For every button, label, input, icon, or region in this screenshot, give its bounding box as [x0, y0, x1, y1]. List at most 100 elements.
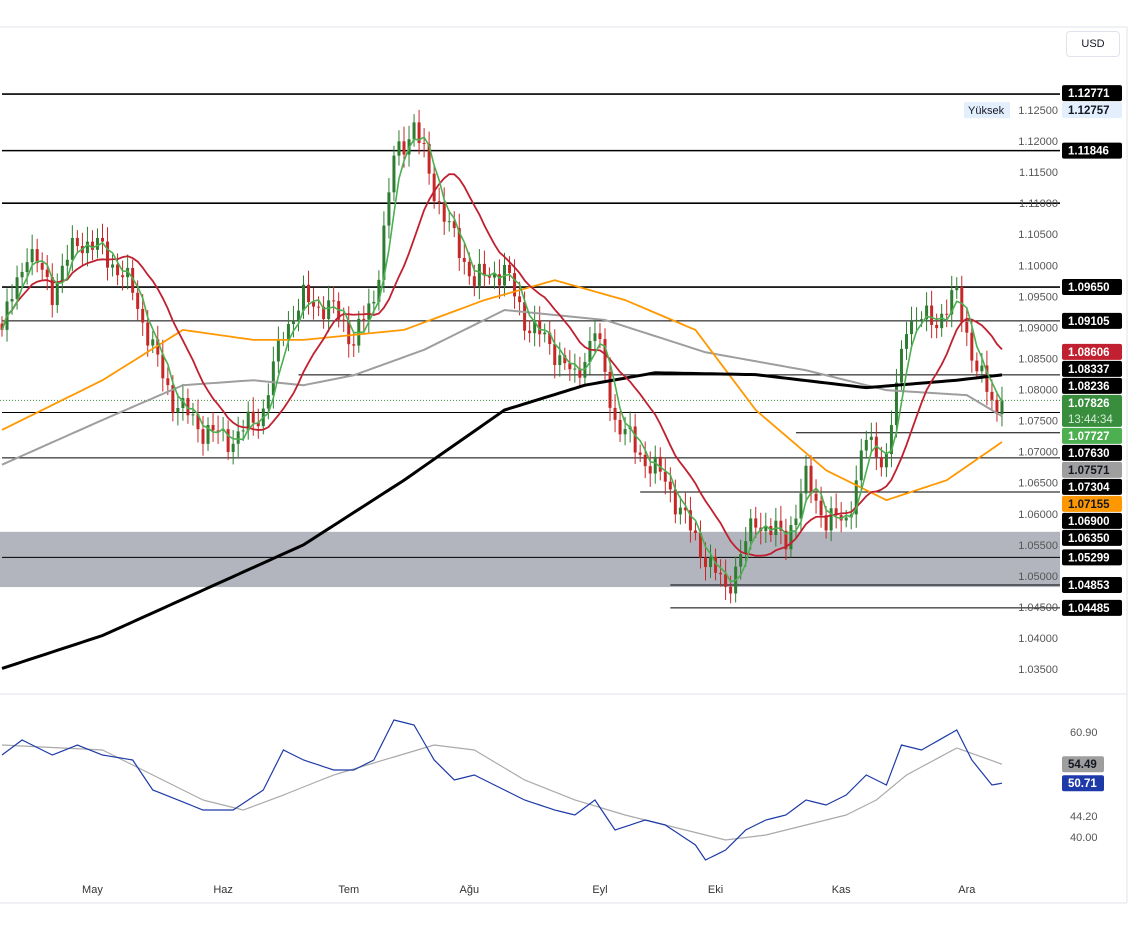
candle-body — [925, 305, 929, 320]
price-tick-label: 1.07000 — [1018, 447, 1058, 459]
candle-body — [889, 425, 893, 454]
candle-body — [422, 143, 426, 145]
candle-body — [307, 284, 311, 303]
candle-body — [653, 456, 657, 474]
price-label-badge — [1062, 495, 1122, 512]
candle-body — [397, 141, 401, 156]
candle-body — [201, 429, 205, 444]
candle-body — [176, 408, 180, 413]
price-tick-label: 1.11000 — [1019, 198, 1058, 210]
candle-body — [688, 510, 692, 531]
candle-body — [332, 300, 336, 302]
candle-body — [111, 264, 115, 268]
price-label-badge — [1062, 577, 1122, 594]
candle-body — [482, 263, 486, 276]
candle-body — [447, 221, 451, 223]
rsi-label-badge — [1062, 756, 1104, 773]
candle-body — [236, 431, 240, 444]
rsi-tick-label: 44.20 — [1070, 811, 1098, 823]
currency-button[interactable]: USD — [1066, 31, 1120, 57]
candle-body — [678, 507, 682, 515]
price-label-badge — [1062, 360, 1122, 377]
candle-body — [372, 301, 376, 304]
candle-body — [859, 450, 863, 481]
price-label-badge — [1062, 478, 1122, 495]
price-label: 1.12757 — [1068, 105, 1110, 117]
candle-body — [20, 272, 24, 278]
candle-body — [171, 385, 175, 413]
candle-body — [25, 262, 29, 273]
candle-body — [146, 322, 150, 346]
candle-body — [246, 411, 250, 431]
candle-body — [563, 355, 567, 364]
candle-body — [558, 355, 562, 366]
price-label-badge — [1062, 599, 1122, 616]
candle-body — [241, 430, 245, 432]
candle-body — [658, 456, 662, 472]
high-tag-label: Yüksek — [968, 105, 1005, 117]
price-label: 1.06350 — [1068, 533, 1110, 545]
price-label-badge — [1062, 312, 1122, 329]
candle-body — [462, 258, 466, 262]
candle-body — [181, 398, 185, 409]
candle-body — [40, 263, 44, 270]
candle-body — [940, 313, 944, 329]
candle-body — [729, 586, 733, 594]
candle-body — [231, 443, 235, 453]
candle-body — [317, 306, 321, 308]
price-tick-label: 1.12000 — [1018, 136, 1058, 148]
price-tick-label: 1.06500 — [1018, 478, 1058, 490]
candle-body — [950, 290, 954, 315]
candle-body — [528, 330, 532, 334]
candle-body — [518, 296, 522, 303]
candle-body — [724, 574, 728, 587]
candle-body — [497, 274, 501, 286]
candle-body — [101, 237, 104, 242]
price-tick-label: 1.07500 — [1018, 416, 1058, 428]
candle-body — [206, 425, 210, 444]
countdown-label: 13:44:34 — [1068, 414, 1113, 426]
ma-20-line — [1, 173, 1003, 557]
candle-body — [593, 333, 597, 341]
candle-body — [744, 541, 748, 555]
rsi-label-badge — [1062, 775, 1104, 792]
candle-body — [945, 313, 949, 315]
candle-body — [412, 122, 416, 140]
candle-body — [387, 192, 391, 226]
candle-body — [879, 457, 883, 468]
candle-body — [930, 305, 934, 325]
candle-body — [704, 557, 707, 568]
time-axis-label: Haz — [213, 884, 233, 896]
candle-body — [492, 274, 496, 278]
price-tick-label: 1.10500 — [1018, 229, 1058, 241]
price-label: 1.04485 — [1068, 603, 1110, 615]
candle-body — [673, 489, 677, 515]
candle-body — [884, 453, 888, 468]
candle-body — [10, 299, 14, 302]
time-axis-label: Ara — [958, 884, 976, 896]
candle-body — [960, 286, 964, 323]
candle-body — [85, 241, 89, 254]
candle-body — [789, 525, 793, 550]
candle-body — [683, 507, 687, 511]
price-label: 1.07304 — [1068, 482, 1110, 494]
ma-fast-line — [1, 136, 1003, 583]
candle-body — [266, 395, 270, 409]
candle-body — [362, 318, 366, 320]
price-label-badge — [1062, 394, 1122, 427]
candle-body — [538, 320, 542, 335]
price-tick-label: 1.10000 — [1018, 260, 1058, 272]
candle-body — [131, 267, 135, 293]
price-label: 1.09105 — [1068, 316, 1110, 328]
rsi-line — [1, 719, 1003, 861]
price-label-badge — [1062, 102, 1122, 119]
price-label: 1.06900 — [1068, 516, 1110, 528]
candle-body — [322, 306, 326, 320]
candle-body — [784, 530, 788, 550]
price-label: 1.07630 — [1068, 448, 1110, 460]
candle-body — [477, 263, 481, 286]
price-label: 1.08236 — [1068, 381, 1110, 393]
price-label: 1.07571 — [1068, 465, 1110, 477]
candle-body — [588, 340, 592, 363]
